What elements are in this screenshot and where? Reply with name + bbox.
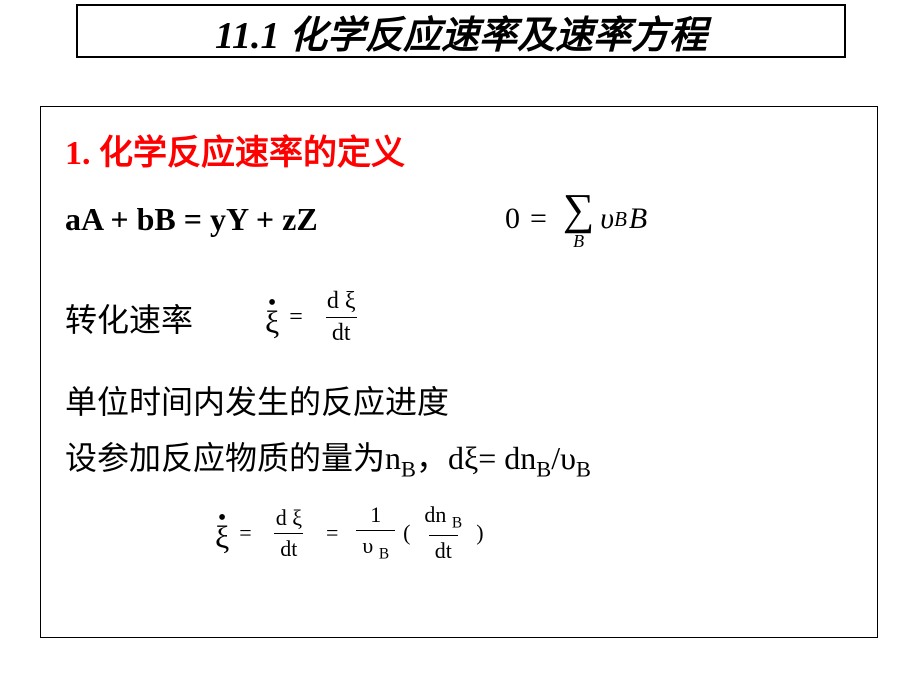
eq-sign-3: = bbox=[239, 520, 251, 546]
num-2: 1 bbox=[364, 502, 387, 530]
den-3: dt bbox=[429, 535, 458, 564]
sigma-icon: ∑ bbox=[563, 184, 594, 235]
nu-text: υ bbox=[362, 533, 378, 558]
den-2: υ B bbox=[356, 530, 395, 563]
lparen: ( bbox=[403, 520, 410, 546]
line5-sub1: B bbox=[401, 456, 416, 481]
dn-text: dn bbox=[424, 502, 452, 527]
frac-2: 1 υ B bbox=[356, 502, 395, 563]
line5-sub3: B bbox=[576, 456, 591, 481]
nu-sub: B bbox=[379, 546, 389, 563]
line5-mid: ，dξ= dn bbox=[416, 440, 536, 476]
xi-dot-2: • ξ bbox=[215, 514, 229, 552]
stoichiometric-sum: 0 = ∑ B υB B bbox=[505, 186, 647, 252]
xi-symbol-2: ξ bbox=[215, 522, 229, 552]
num-1: d ξ bbox=[270, 505, 308, 533]
xi-symbol: ξ bbox=[265, 307, 279, 337]
frac-1: d ξ dt bbox=[270, 505, 308, 562]
fraction-dxi-dt: d ξ dt bbox=[321, 288, 362, 347]
page-title: 11.1 化学反应速率及速率方程 bbox=[215, 4, 707, 59]
conversion-rate-line: 转化速率 • ξ = d ξ dt bbox=[65, 288, 853, 347]
explanation-line-2: 设参加反应物质的量为nB，dξ= dnB/υB bbox=[65, 433, 853, 482]
xi-dot: • ξ bbox=[265, 299, 279, 337]
rparen: ) bbox=[476, 520, 483, 546]
content-box: 1. 化学反应速率的定义 aA + bB = yY + zZ 0 = ∑ B υ… bbox=[40, 106, 878, 638]
eq-sign-2: = bbox=[289, 304, 303, 331]
numerator: d ξ bbox=[321, 288, 362, 317]
line5-slash: /υ bbox=[551, 440, 576, 476]
eq-sign: = bbox=[530, 202, 547, 236]
title-box: 11.1 化学反应速率及速率方程 bbox=[76, 4, 846, 58]
line5-pre: 设参加反应物质的量为n bbox=[65, 440, 401, 476]
nu-subscript: B bbox=[614, 207, 627, 232]
num-3: dn B bbox=[418, 502, 468, 534]
line5-sub2: B bbox=[536, 456, 551, 481]
final-equation: • ξ = d ξ dt = 1 υ B ( dn B dt ) bbox=[215, 502, 853, 563]
zero: 0 bbox=[505, 202, 520, 236]
dn-sub: B bbox=[452, 515, 462, 532]
den-1: dt bbox=[274, 533, 303, 562]
reaction-line: aA + bB = yY + zZ 0 = ∑ B υB B bbox=[65, 186, 853, 252]
reaction-equation: aA + bB = yY + zZ bbox=[65, 201, 425, 238]
rate-label: 转化速率 bbox=[65, 295, 265, 341]
section-heading: 1. 化学反应速率的定义 bbox=[65, 125, 853, 174]
summation: ∑ B bbox=[563, 186, 594, 252]
nu-symbol: υ bbox=[600, 202, 614, 236]
frac-3: dn B dt bbox=[418, 502, 468, 563]
eq-sign-4: = bbox=[326, 520, 338, 546]
explanation-line-1: 单位时间内发生的反应进度 bbox=[65, 377, 853, 423]
denominator: dt bbox=[326, 317, 357, 347]
B-symbol: B bbox=[629, 202, 647, 236]
